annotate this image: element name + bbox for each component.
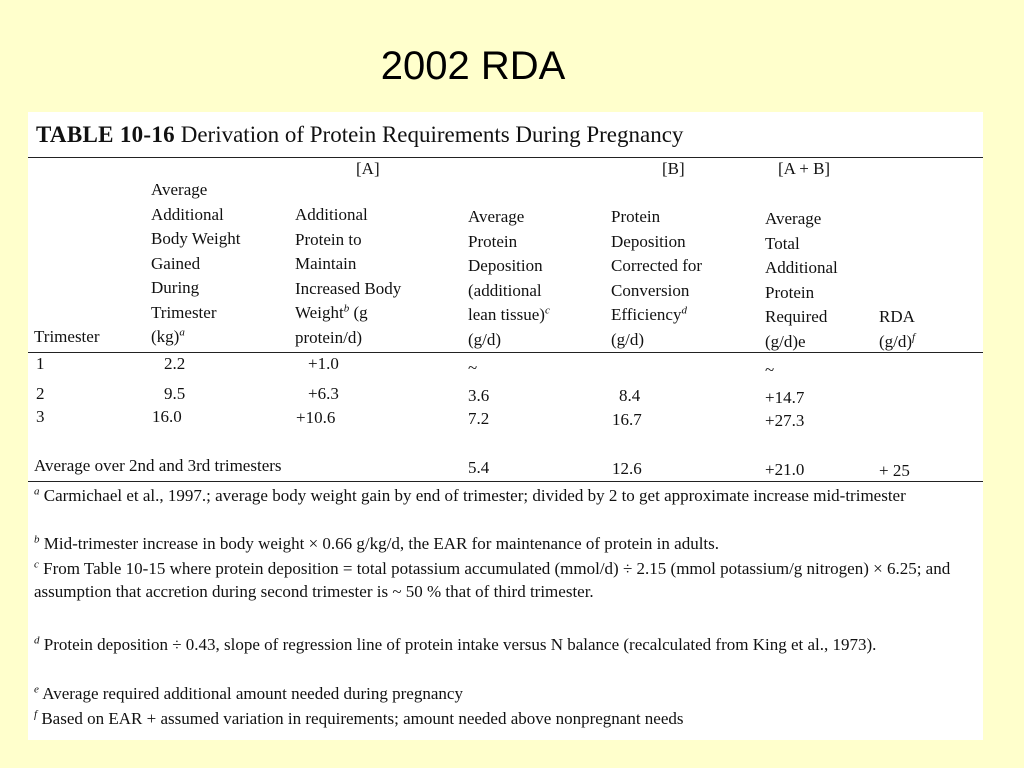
cell-trimester: 1 [36, 354, 45, 373]
header-line: protein/d) [295, 327, 363, 347]
cell-deposition: 7.2 [468, 409, 490, 428]
cell-corrected: 8.4 [619, 386, 641, 405]
average-row-label: Average over 2nd and 3rd trimesters [34, 456, 282, 475]
cell-protein: +6.3 [308, 384, 339, 403]
header-line: During [151, 278, 200, 297]
footnote-mark: f [912, 330, 916, 343]
header-line: Conversion [611, 280, 690, 300]
table-title: TABLE 10-16 Derivation of Protein Requir… [36, 122, 683, 148]
footnote-mark: b [343, 302, 350, 315]
header-line: Required [765, 307, 828, 326]
cell-total: +21.0 [765, 460, 805, 479]
cell-total: ~ [765, 360, 775, 379]
footnote-mark: a [179, 326, 185, 339]
footnote-mark: d [34, 634, 40, 647]
header-protein-deposition: Average Protein Deposition (additional l… [468, 205, 550, 352]
scanned-table-document: TABLE 10-16 Derivation of Protein Requir… [28, 112, 983, 740]
header-line: Weightb (g [295, 302, 368, 322]
header-line: Deposition [611, 231, 686, 251]
group-label-a: [A] [356, 159, 380, 178]
footnote-mark: b [34, 533, 40, 546]
header-line: Corrected for [611, 256, 703, 275]
header-rule [28, 352, 983, 353]
header-line: Average [765, 209, 822, 228]
footnote-text: From Table 10-15 where protein depositio… [34, 559, 951, 601]
footnote-b: b Mid-trimester increase in body weight … [34, 532, 979, 555]
bottom-rule [28, 481, 983, 482]
header-weight-gain: Average Additional Body Weight Gained Du… [151, 178, 240, 350]
header-line: (kg)a [151, 326, 185, 346]
cell-weight: 16.0 [152, 407, 182, 426]
footnote-e: e Average required additional amount nee… [34, 682, 979, 705]
footnote-c: c From Table 10-15 where protein deposit… [34, 557, 979, 603]
cell-weight: 9.5 [164, 384, 186, 403]
header-line: Deposition [468, 256, 543, 275]
slide-title: 2002 RDA [380, 44, 566, 88]
header-line: Increased Body [295, 278, 402, 298]
footnote-text: Protein deposition ÷ 0.43, slope of regr… [43, 635, 877, 654]
header-rda: RDA (g/d)f [879, 305, 915, 354]
header-line: (g/d)f [879, 330, 916, 351]
header-additional-protein: Additional Protein to Maintain Increased… [295, 203, 401, 350]
header-line: Total [765, 233, 800, 253]
cell-total: +14.7 [765, 388, 805, 407]
header-line: Average [151, 180, 208, 199]
header-line: Trimester [151, 302, 217, 322]
header-line: Additional [151, 204, 224, 224]
footnote-text: Mid-trimester increase in body weight × … [43, 534, 720, 553]
group-label-b: [B] [662, 159, 685, 178]
cell-protein: +10.6 [296, 408, 336, 427]
header-line: Gained [151, 253, 201, 273]
cell-protein: +1.0 [308, 354, 339, 373]
header-line: Additional [765, 258, 838, 277]
footnote-mark: d [681, 304, 687, 317]
footnote-mark: e [34, 683, 39, 696]
header-line: Protein to [295, 229, 362, 249]
header-line: Protein [468, 231, 518, 251]
header-line: (g/d) [611, 329, 645, 349]
table-caption: Derivation of Protein Requirements Durin… [180, 122, 684, 147]
cell-trimester: 3 [36, 407, 45, 426]
header-total-protein: Average Total Additional Protein Require… [765, 207, 838, 354]
header-line: Additional [295, 205, 368, 224]
cell-deposition: 3.6 [468, 386, 490, 405]
footnote-mark: c [544, 304, 550, 317]
table-number: TABLE 10-16 [36, 122, 175, 147]
header-line: Protein [765, 282, 815, 302]
header-line: Average [468, 207, 525, 226]
header-line: Protein [611, 207, 661, 226]
footnote-mark: f [34, 708, 38, 721]
cell-rda: + 25 [879, 461, 910, 480]
cell-corrected: 16.7 [612, 410, 642, 429]
cell-corrected: 12.6 [612, 459, 642, 478]
footnote-d: d Protein deposition ÷ 0.43, slope of re… [34, 633, 979, 656]
cell-weight: 2.2 [164, 354, 186, 373]
cell-trimester: 2 [36, 384, 45, 403]
header-line: Maintain [295, 254, 357, 273]
header-line: lean tissue)c [468, 304, 550, 324]
header-trimester: Trimester [34, 327, 100, 346]
top-rule [28, 157, 983, 158]
cell-deposition: 5.4 [468, 458, 490, 477]
footnote-mark: a [34, 485, 40, 498]
header-line: (g/d)e [765, 331, 806, 351]
header-corrected-deposition: Protein Deposition Corrected for Convers… [611, 205, 702, 352]
footnote-text: Based on EAR + assumed variation in requ… [41, 709, 684, 728]
footnote-mark: c [34, 558, 39, 571]
group-label-ab: [A + B] [778, 159, 831, 178]
footnote-f: f Based on EAR + assumed variation in re… [34, 707, 979, 730]
footnote-text: Average required additional amount neede… [42, 684, 463, 703]
header-line: (additional [468, 280, 542, 300]
footnote-text: Carmichael et al., 1997.; average body w… [43, 486, 906, 505]
cell-deposition: ~ [468, 358, 478, 377]
header-line: (g/d) [468, 329, 502, 349]
cell-total: +27.3 [765, 411, 805, 430]
header-line: Efficiencyd [611, 304, 687, 324]
footnote-a: a Carmichael et al., 1997.; average body… [34, 484, 979, 507]
header-line: RDA [879, 307, 915, 326]
header-line: Body Weight [151, 229, 241, 248]
